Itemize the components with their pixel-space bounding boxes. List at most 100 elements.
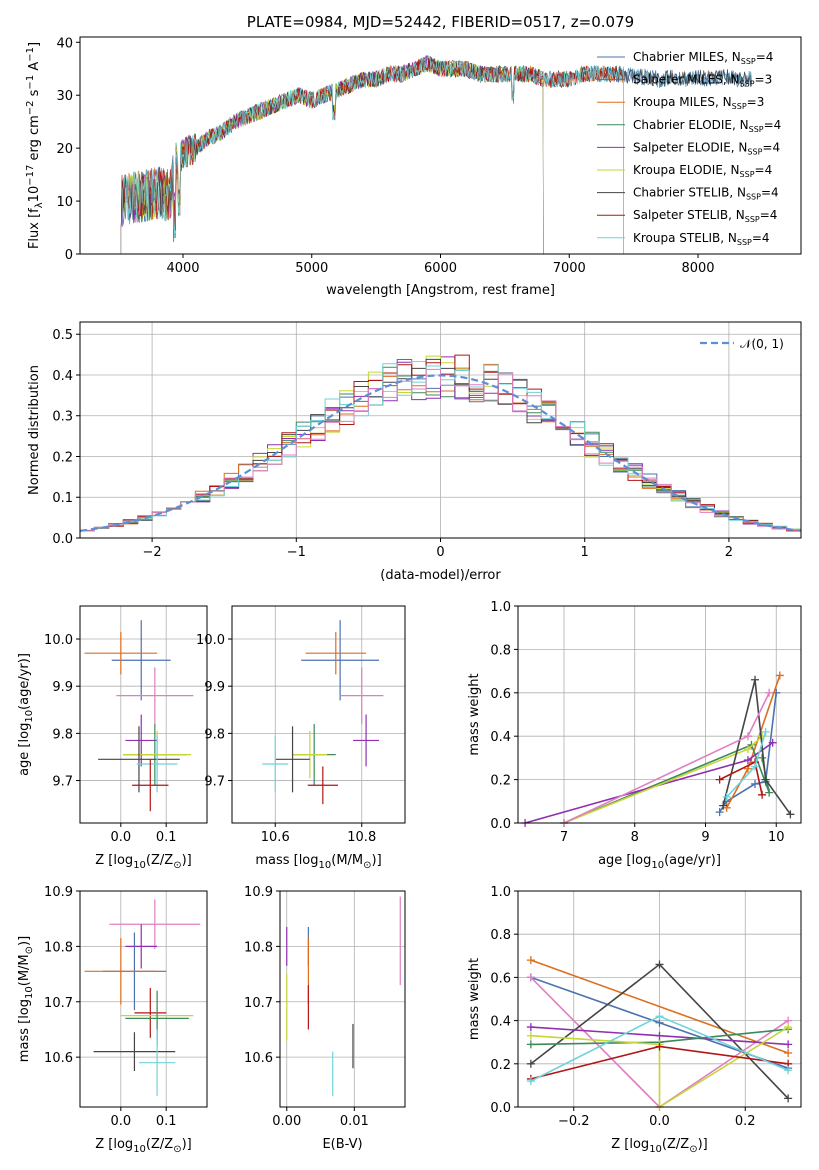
legend-entry: Salpeter ELODIE, NSSP=4 <box>633 140 780 156</box>
plot-5: 0.0 0.1 10.6 10.7 10.8 10.9 <box>44 885 207 1129</box>
weight-point-marker <box>526 1031 535 1040</box>
legend-eq: =4 <box>755 163 773 177</box>
plot-1: −2 −1 0 1 2 0.0 0.1 0.2 0.3 0.4 0.5 <box>52 322 802 560</box>
y-axis-label-part: 10 <box>27 186 42 203</box>
x-axis-label-part: Z [log <box>611 1137 649 1152</box>
weight-series-line <box>530 976 789 1107</box>
x-axis-label-part: )] <box>182 853 192 868</box>
chart-title: PLATE=0984, MJD=52442, FIBERID=0517, z=0… <box>247 13 634 31</box>
weight-point-marker <box>751 779 760 788</box>
weight-point-marker <box>743 732 752 741</box>
x-axis-label-part: ⊙ <box>363 860 371 871</box>
y-tick-label: 0.4 <box>490 730 511 745</box>
y-tick-label: 9.8 <box>204 727 225 742</box>
x-axis-label-part: age [log <box>598 853 651 868</box>
residual-histogram <box>80 368 801 534</box>
legend-name: Salpeter MILES, N <box>633 73 740 87</box>
x-axis-label: mass [log10(M/M⊙)] <box>255 853 381 871</box>
x-axis-label: Z [log10(Z/Z⊙)] <box>611 1137 707 1155</box>
y-axis-label: Flux [fλ10−17 erg cm−2 s−1 A−1] <box>25 42 45 249</box>
weight-point-marker <box>526 1059 535 1068</box>
x-tick-label: 0.1 <box>156 830 177 845</box>
x-tick-label: 5000 <box>295 261 328 276</box>
y-tick-label: 10.6 <box>44 1051 73 1066</box>
y-tick-label: 9.9 <box>204 680 225 695</box>
legend-name: Kroupa MILES, N <box>633 95 732 109</box>
weight-point-marker <box>784 1094 793 1103</box>
x-axis-label-part: Z [log <box>95 853 133 868</box>
y-tick-label: 0.8 <box>490 928 511 943</box>
y-axis-label-part: )] <box>17 936 32 946</box>
y-tick-label: 9.7 <box>52 775 73 790</box>
legend-entry: 𝒩(0, 1) <box>740 337 784 351</box>
weight-point-marker <box>715 808 724 817</box>
y-tick-label: 0.0 <box>490 1101 511 1116</box>
y-axis-label-part: (age/yr)] <box>17 653 32 710</box>
spectrum-series-line <box>120 56 624 254</box>
weight-point-marker <box>775 671 784 680</box>
x-tick-label: 0.0 <box>110 1114 131 1129</box>
y-tick-label: 10.7 <box>244 996 273 1011</box>
y-tick-label: 0.0 <box>490 817 511 832</box>
y-tick-label: 9.9 <box>52 680 73 695</box>
legend-sub: SSP <box>732 102 747 111</box>
y-axis-label-part: −1 <box>25 75 36 90</box>
legend-entry: Salpeter MILES, NSSP=3 <box>633 73 772 89</box>
legend-sub: SSP <box>746 193 761 202</box>
y-tick-label: 10.8 <box>44 940 73 955</box>
weight-point-marker <box>655 960 664 969</box>
legend-eq: =4 <box>761 186 779 200</box>
x-axis-label: Z [log10(Z/Z⊙)] <box>95 853 191 871</box>
legend-sub: SSP <box>740 170 755 179</box>
weight-point-marker <box>526 1077 535 1086</box>
legend-entry: Chabrier MILES, NSSP=4 <box>633 50 773 66</box>
legend-eq: =4 <box>756 50 774 64</box>
legend-eq: =4 <box>762 140 780 154</box>
legend-eq: =4 <box>752 231 770 245</box>
x-axis-label-part: 10 <box>133 1144 146 1155</box>
legend-name: Salpeter ELODIE, N <box>633 140 747 154</box>
plot-0: 4000 5000 6000 7000 8000 0 10 20 30 40 <box>56 36 752 276</box>
y-axis-label-part: −1 <box>25 47 36 62</box>
y-axis-label-part: age [log <box>17 723 32 776</box>
x-tick-label: 9 <box>701 830 709 845</box>
axes-frame-2 <box>79 605 208 824</box>
axes-frame-1 <box>79 321 802 539</box>
weight-point-marker <box>526 956 535 965</box>
legend-name: Chabrier ELODIE, N <box>633 118 749 132</box>
x-tick-label: 8000 <box>681 261 714 276</box>
weight-series-line <box>530 959 789 1054</box>
weight-point-marker <box>751 675 760 684</box>
weight-point-marker <box>765 788 774 797</box>
y-tick-label: 10.9 <box>244 885 273 900</box>
y-axis-label: age [log10(age/yr)] <box>17 653 35 776</box>
axes-frame-3 <box>231 605 406 824</box>
x-axis-label-part: )] <box>698 1137 708 1152</box>
plot-3: 10.6 10.8 9.7 9.8 9.9 10.0 <box>196 606 405 845</box>
y-axis-label: mass [log10(M/M⊙)] <box>17 936 35 1062</box>
legend-sub: SSP <box>740 80 755 89</box>
weight-point-marker <box>526 1023 535 1032</box>
weight-point-marker <box>758 790 767 799</box>
y-axis-label-part: Flux [f <box>27 208 42 249</box>
weight-point-marker <box>655 1042 664 1051</box>
y-tick-label: 0.0 <box>52 532 73 547</box>
weight-point-marker <box>751 762 760 771</box>
y-axis-label-part: −17 <box>25 165 36 186</box>
x-axis-label-part: 10 <box>319 860 332 871</box>
y-axis-label: Normed distribution <box>27 365 42 495</box>
x-axis-label: age [log10(age/yr)] <box>598 853 721 871</box>
y-tick-label: 0.3 <box>52 410 73 425</box>
x-tick-label: 0.0 <box>110 830 131 845</box>
y-tick-label: 0.5 <box>52 328 73 343</box>
weight-point-marker <box>761 775 770 784</box>
y-axis-label-part: ⊙ <box>24 946 35 954</box>
y-tick-label: 10.0 <box>44 633 73 648</box>
axes-frame-7 <box>517 890 802 1108</box>
y-tick-label: 0.2 <box>490 1058 511 1073</box>
y-axis-label-part: λ <box>34 202 45 208</box>
x-tick-label: 10.8 <box>347 830 376 845</box>
legend-name: Salpeter STELIB, N <box>633 208 745 222</box>
axes-frame-5 <box>79 890 208 1108</box>
plot-7: −0.2 0.0 0.2 0.0 0.2 0.4 0.6 0.8 1.0 <box>490 885 801 1129</box>
